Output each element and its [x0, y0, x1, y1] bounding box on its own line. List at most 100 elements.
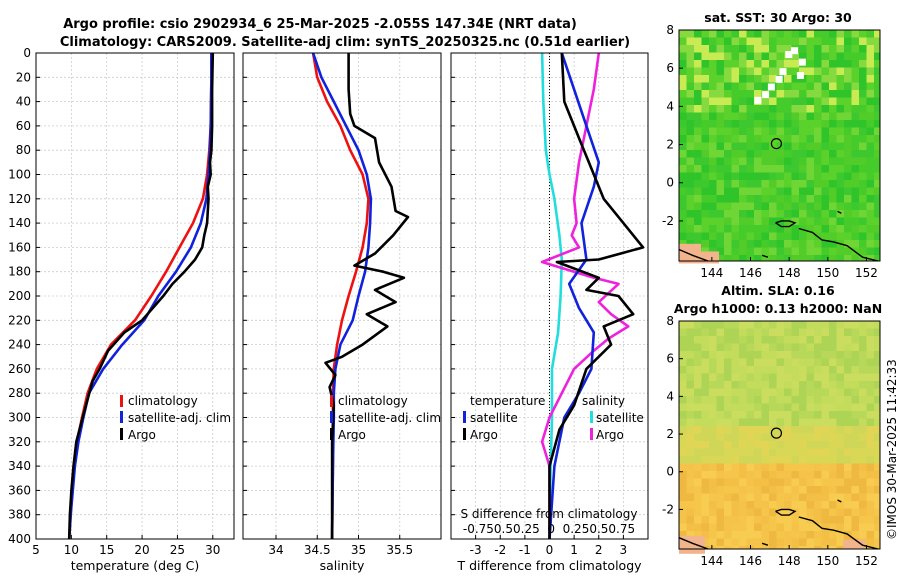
field-cell — [799, 255, 807, 261]
field-cell — [731, 388, 740, 397]
field-cell — [784, 247, 792, 256]
field-cell — [679, 120, 687, 128]
field-cell — [859, 508, 867, 517]
field-cell — [769, 247, 777, 256]
field-cell — [776, 471, 785, 479]
field-cell — [776, 97, 785, 106]
field-cell — [769, 381, 777, 389]
field-cell — [866, 75, 875, 83]
field-cell — [784, 358, 792, 367]
field-cell — [686, 508, 695, 517]
field-cell — [829, 343, 837, 352]
field-cell — [694, 142, 702, 151]
field-cell — [694, 157, 702, 166]
field-cell — [709, 538, 717, 547]
field-cell — [769, 180, 777, 188]
field-cell — [776, 105, 785, 113]
field-cell — [806, 120, 815, 128]
field-cell — [791, 426, 800, 434]
field-cell — [806, 232, 815, 241]
field-cell — [724, 187, 732, 196]
field-cell — [776, 433, 785, 442]
field-cell — [754, 210, 762, 218]
field-cell — [829, 441, 837, 449]
field-cell — [776, 516, 785, 524]
field-cell — [829, 456, 837, 464]
field-cell — [799, 396, 807, 404]
field-cell — [754, 180, 762, 188]
field-cell — [761, 441, 770, 449]
field-cell — [859, 150, 867, 158]
field-cell — [716, 225, 725, 233]
field-cell — [866, 396, 875, 404]
field-cell — [814, 105, 822, 113]
field-cell — [716, 396, 725, 404]
field-cell — [851, 328, 860, 337]
field-cell — [874, 45, 880, 53]
field-cell — [679, 52, 687, 61]
xtick-label: 3 — [620, 543, 628, 557]
field-cell — [679, 135, 687, 143]
field-cell — [829, 90, 837, 98]
field-cell — [724, 321, 732, 329]
field-cell — [836, 127, 845, 136]
field-cell — [679, 381, 687, 389]
field-cell — [851, 217, 860, 226]
field-cell — [739, 478, 747, 487]
field-cell — [716, 217, 725, 226]
field-cell — [739, 202, 747, 211]
field-cell — [821, 336, 830, 344]
field-cell — [686, 523, 695, 532]
field-cell — [739, 157, 747, 166]
field-cell — [731, 157, 740, 166]
field-cell — [739, 37, 747, 46]
field-cell — [814, 225, 822, 233]
field-cell — [769, 52, 777, 61]
field-cell — [679, 493, 687, 502]
field-cell — [709, 157, 717, 166]
field-cell — [716, 388, 725, 397]
field-cell — [829, 202, 837, 211]
field-cell — [836, 478, 845, 487]
field-cell — [836, 97, 845, 106]
field-cell — [799, 516, 807, 524]
field-cell — [776, 366, 785, 374]
field-cell — [776, 321, 785, 329]
field-cell — [694, 433, 702, 442]
field-cell — [784, 105, 792, 113]
field-cell — [784, 321, 792, 329]
field-cell — [874, 328, 880, 337]
series-satellite-adj-clim — [311, 52, 373, 540]
field-cell — [701, 142, 710, 151]
field-cell — [746, 135, 755, 143]
field-cell — [754, 546, 762, 549]
field-cell — [679, 373, 687, 382]
field-cell — [694, 232, 702, 241]
missing-data-cell — [767, 83, 775, 91]
field-cell — [761, 321, 770, 329]
field-cell — [746, 441, 755, 449]
ytick-label: 100 — [8, 168, 31, 182]
field-cell — [851, 187, 860, 196]
field-cell — [686, 135, 695, 143]
ytick-label: 200 — [8, 289, 31, 303]
field-cell — [701, 67, 710, 76]
field-cell — [739, 501, 747, 509]
field-cell — [724, 30, 732, 38]
field-cell — [754, 255, 762, 261]
field-cell — [761, 210, 770, 218]
field-cell — [776, 538, 785, 547]
ytick-label: 160 — [8, 240, 31, 254]
field-cell — [799, 531, 807, 539]
field-cell — [784, 501, 792, 509]
field-cell — [791, 403, 800, 412]
field-cell — [806, 388, 815, 397]
field-cell — [874, 441, 880, 449]
field-cell — [679, 441, 687, 449]
field-cell — [754, 30, 762, 38]
field-cell — [769, 172, 777, 181]
field-cell — [866, 471, 875, 479]
field-cell — [821, 463, 830, 472]
field-cell — [844, 403, 852, 412]
